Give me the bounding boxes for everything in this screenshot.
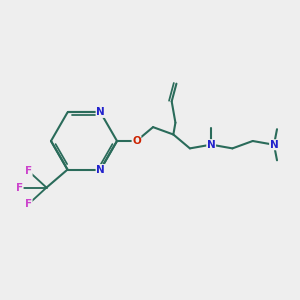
Text: N: N <box>96 165 105 175</box>
Text: F: F <box>16 183 23 193</box>
Text: F: F <box>25 166 32 176</box>
Text: N: N <box>96 107 105 117</box>
Text: F: F <box>25 199 32 209</box>
Text: N: N <box>207 140 215 150</box>
Text: N: N <box>270 140 278 150</box>
Text: O: O <box>132 136 141 146</box>
